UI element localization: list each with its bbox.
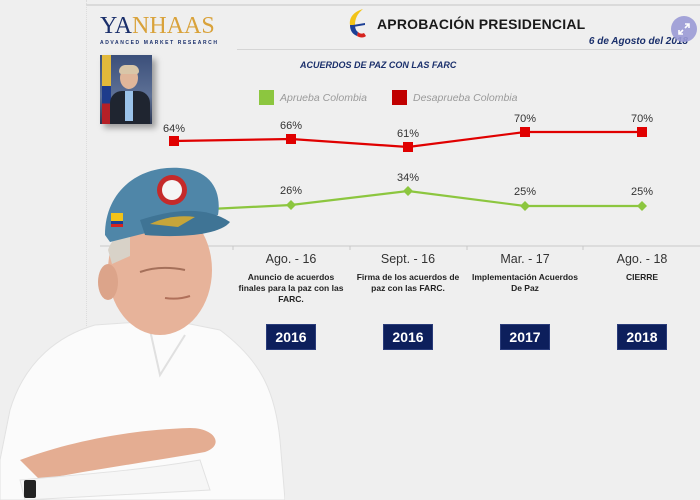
value-label: 64% — [163, 123, 185, 135]
timeline-date: Ago. - 16 — [265, 252, 317, 266]
value-label: 25% — [631, 186, 653, 198]
brow — [139, 266, 186, 273]
colombia-logo-icon — [349, 9, 366, 38]
cap-emblem-inner — [162, 180, 182, 200]
legend-item-aprueba: Aprueba Colombia — [259, 90, 367, 105]
yanhaas-logo: YANHAAS ADVANCED MARKET RESEARCH — [100, 13, 219, 46]
chart-subtitle: ACUERDOS DE PAZ CON LAS FARC — [300, 60, 457, 70]
legend-swatch-red — [392, 90, 407, 105]
logo-part: YA — [100, 13, 133, 39]
logo-part: N — [132, 13, 150, 39]
timeline-description: Anuncio de acuerdos finales para la paz … — [238, 272, 344, 304]
timeline-description: CIERRE — [625, 272, 659, 282]
president-photo-overlay — [0, 167, 285, 500]
aprueba-marker — [403, 186, 413, 196]
face — [108, 205, 212, 335]
cap-brim — [140, 210, 230, 237]
legend-label: Aprueba Colombia — [280, 91, 367, 104]
desaprueba-marker — [403, 142, 413, 152]
timeline-item: Sept. - 16 Firma de los acuerdos de paz … — [352, 252, 464, 350]
logo-wordmark: YANHAAS — [100, 13, 215, 39]
expand-button[interactable] — [671, 16, 697, 42]
timeline-item: Ago. - 18 CIERRE 2018 — [586, 252, 698, 350]
approval-line-chart: 64% 66% 61% 70% 70% 26% 34% 25% 25% — [100, 113, 700, 250]
legend-item-desaprueba: Desaprueba Colombia — [392, 90, 517, 105]
timeline-item: Mar. - 17 Implementación Acuerdos De Paz… — [469, 252, 581, 350]
year-badge: 2016 — [266, 324, 316, 350]
timeline-item: Ago. - 16 Anuncio de acuerdos finales pa… — [235, 252, 347, 350]
cap-gold-leaves — [150, 216, 195, 227]
top-rule — [86, 4, 700, 6]
blue-cap — [105, 167, 219, 242]
logo-part: HAAS — [149, 13, 215, 39]
timeline-description: Firma de los acuerdos de paz con las FAR… — [356, 272, 460, 293]
header-divider — [237, 49, 682, 50]
value-label: 34% — [397, 172, 419, 184]
timeline-description: Implementación Acuerdos De Paz — [472, 272, 578, 293]
aprueba-marker — [637, 201, 647, 211]
cap-flag — [111, 213, 123, 221]
shirt-collar — [149, 329, 186, 378]
ear — [98, 264, 118, 300]
value-label: 26% — [280, 185, 302, 197]
value-label: 70% — [631, 113, 653, 125]
legend-swatch-green — [259, 90, 274, 105]
desaprueba-marker — [520, 127, 530, 137]
aprueba-marker — [286, 200, 296, 210]
portrait-hair — [119, 65, 139, 74]
aprueba-marker — [520, 201, 530, 211]
hair — [108, 235, 130, 264]
page-title: APROBACIÓN PRESIDENCIAL — [377, 16, 586, 32]
timeline-date: Ago. - 18 — [616, 252, 668, 266]
logo-tagline: ADVANCED MARKET RESEARCH — [100, 40, 219, 46]
mouth — [164, 295, 191, 300]
timeline-date: Sept. - 16 — [380, 252, 436, 266]
forearm — [20, 428, 216, 480]
value-label: 61% — [397, 128, 419, 140]
desaprueba-marker — [637, 127, 647, 137]
flag-backdrop — [102, 55, 111, 124]
portrait-shirt — [125, 91, 133, 121]
wristwatch — [24, 480, 36, 498]
report-date: 6 de Agosto del 2018 — [588, 36, 688, 47]
value-label: 70% — [514, 113, 536, 125]
value-label: 66% — [280, 120, 302, 132]
year-badge: 2018 — [617, 324, 667, 350]
year-badge: 2016 — [383, 324, 433, 350]
desaprueba-marker — [286, 134, 296, 144]
value-label: 25% — [514, 186, 536, 198]
expand-arrows-icon — [678, 23, 690, 35]
year-badge: 2017 — [500, 324, 550, 350]
sleeve — [19, 459, 211, 500]
timeline-date: Mar. - 17 — [500, 252, 550, 266]
legend-label: Desaprueba Colombia — [413, 91, 518, 104]
president-portrait — [100, 55, 152, 124]
slide-edge — [86, 0, 88, 500]
desaprueba-marker — [169, 136, 179, 146]
cap-flag — [111, 221, 123, 224]
cap-flag — [111, 224, 123, 227]
